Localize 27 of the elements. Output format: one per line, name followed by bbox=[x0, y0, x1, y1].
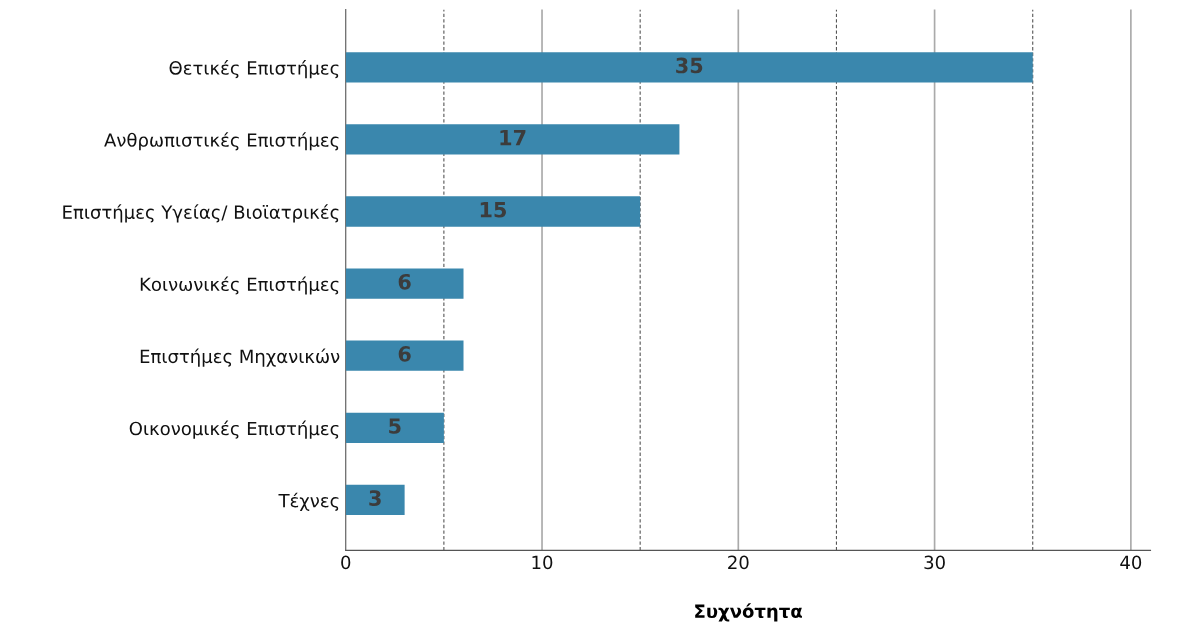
y-tick-label: Ανθρωπιστικές Επιστήμες bbox=[104, 132, 339, 151]
y-tick-label: Οικονομικές Επιστήμες bbox=[129, 420, 339, 439]
bar bbox=[345, 52, 1033, 83]
data-label: 15 bbox=[480, 202, 506, 218]
x-tick-label: 10 bbox=[532, 555, 553, 570]
data-label: 6 bbox=[398, 273, 411, 290]
bar bbox=[345, 340, 464, 371]
data-label: 35 bbox=[676, 57, 703, 74]
y-tick-label: Κοινωνικές Επιστήμες bbox=[140, 276, 339, 295]
data-label: 5 bbox=[389, 418, 401, 434]
bar bbox=[345, 268, 464, 299]
x-tick-label: 30 bbox=[924, 555, 945, 570]
bar bbox=[345, 196, 641, 227]
bar bbox=[345, 484, 405, 516]
y-tick-label: Επιστήμες Υγείας/ Βιοϊατρικές bbox=[63, 204, 339, 223]
y-tick-label: Θετικές Επιστήμες bbox=[169, 60, 339, 79]
data-label: 6 bbox=[398, 346, 411, 362]
x-axis-title: Συχνότητα bbox=[695, 603, 802, 622]
y-tick-label: Τέχνες bbox=[278, 492, 339, 511]
data-label: 17 bbox=[500, 129, 526, 146]
x-tick-label: 0 bbox=[341, 555, 351, 570]
bar bbox=[345, 412, 444, 443]
y-tick-label: Επιστήμες Μηχανικών bbox=[140, 348, 340, 367]
x-tick-label: 40 bbox=[1120, 555, 1142, 570]
bar bbox=[345, 124, 680, 155]
data-label: 3 bbox=[369, 490, 381, 506]
x-tick-label: 20 bbox=[728, 555, 749, 570]
